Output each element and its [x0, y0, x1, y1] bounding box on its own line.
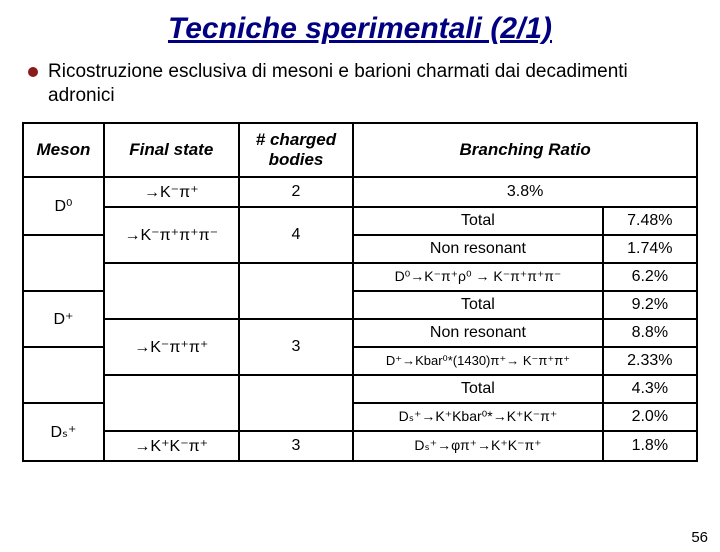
cell-br-label: Dₛ⁺→K⁺Kbar⁰*→K⁺K⁻π⁺ — [353, 403, 602, 431]
cell-br-label: Total — [353, 207, 602, 235]
table-row: →K⁻π⁺π⁺π⁻ 4 Total 7.48% — [23, 207, 697, 235]
cell-bodies: 3 — [239, 431, 354, 461]
cell-fs: →K⁺K⁻π⁺ — [104, 431, 239, 461]
cell-br-label: Non resonant — [353, 235, 602, 263]
cell-empty — [104, 263, 239, 319]
cell-br-val: 1.8% — [603, 431, 697, 461]
bullet-icon — [28, 67, 38, 77]
cell-bodies: 4 — [239, 207, 354, 263]
cell-br-label: Non resonant — [353, 319, 602, 347]
th-final-state: Final state — [104, 123, 239, 177]
cell-br: 3.8% — [353, 177, 697, 207]
th-br: Branching Ratio — [353, 123, 697, 177]
cell-empty — [104, 375, 239, 431]
cell-br-val: 7.48% — [603, 207, 697, 235]
cell-br-val: 6.2% — [603, 263, 697, 291]
cell-empty — [23, 347, 104, 403]
cell-empty — [239, 375, 354, 431]
cell-fs: →K⁻π⁺π⁺π⁻ — [104, 207, 239, 263]
cell-br-label: D⁺→Kbar⁰*(1430)π⁺→ K⁻π⁺π⁺ — [353, 347, 602, 375]
cell-br-label: D⁰→K⁻π⁺ρ⁰ → K⁻π⁺π⁺π⁻ — [353, 263, 602, 291]
table-row: Total 4.3% — [23, 375, 697, 403]
table-row: →K⁻π⁺π⁺ 3 Non resonant 8.8% — [23, 319, 697, 347]
cell-empty — [239, 263, 354, 319]
data-table: Meson Final state # charged bodies Branc… — [22, 122, 698, 462]
cell-empty — [23, 235, 104, 291]
slide-number: 56 — [691, 529, 708, 546]
cell-br-val: 1.74% — [603, 235, 697, 263]
cell-meson-d0: D⁰ — [23, 177, 104, 235]
subtitle-text: Ricostruzione esclusiva di mesoni e bari… — [48, 60, 692, 108]
table-row: →K⁺K⁻π⁺ 3 Dₛ⁺→φπ⁺→K⁺K⁻π⁺ 1.8% — [23, 431, 697, 461]
cell-br-val: 8.8% — [603, 319, 697, 347]
cell-br-label: Total — [353, 291, 602, 319]
cell-fs: →K⁻π⁺π⁺ — [104, 319, 239, 375]
cell-br-label: Dₛ⁺→φπ⁺→K⁺K⁻π⁺ — [353, 431, 602, 461]
slide-title: Tecniche sperimentali (2/1) — [0, 12, 720, 46]
cell-br-val: 9.2% — [603, 291, 697, 319]
cell-meson-ds: Dₛ⁺ — [23, 403, 104, 461]
table-row: D⁰ →K⁻π⁺ 2 3.8% — [23, 177, 697, 207]
cell-br-val: 2.0% — [603, 403, 697, 431]
th-bodies: # charged bodies — [239, 123, 354, 177]
cell-fs: →K⁻π⁺ — [104, 177, 239, 207]
subtitle-row: Ricostruzione esclusiva di mesoni e bari… — [0, 60, 720, 118]
cell-br-val: 2.33% — [603, 347, 697, 375]
cell-bodies: 2 — [239, 177, 354, 207]
cell-bodies: 3 — [239, 319, 354, 375]
th-meson: Meson — [23, 123, 104, 177]
table-row: D⁰→K⁻π⁺ρ⁰ → K⁻π⁺π⁺π⁻ 6.2% — [23, 263, 697, 291]
cell-br-label: Total — [353, 375, 602, 403]
table-header-row: Meson Final state # charged bodies Branc… — [23, 123, 697, 177]
cell-br-val: 4.3% — [603, 375, 697, 403]
cell-meson-dplus: D⁺ — [23, 291, 104, 347]
